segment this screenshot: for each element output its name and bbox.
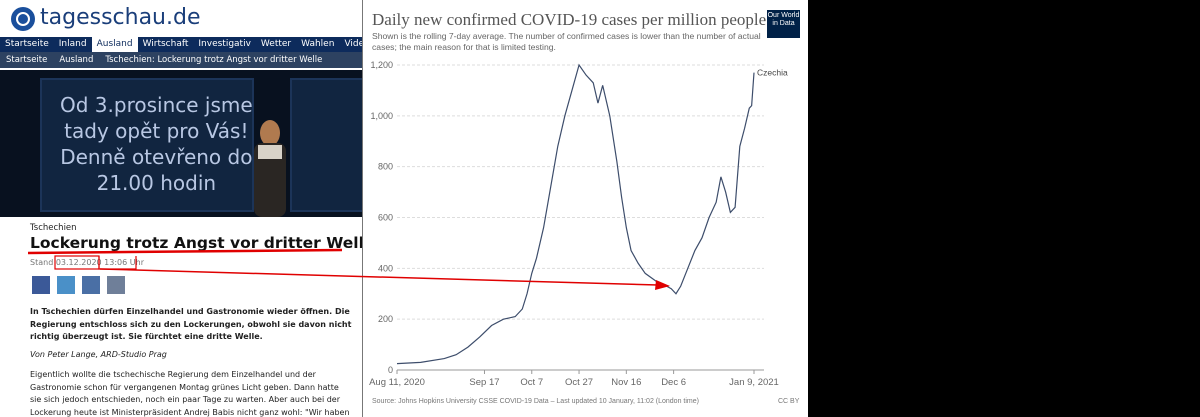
image-text-line: 21.00 hodin bbox=[96, 171, 217, 195]
news-page: tagesschau.de Startseite Inland Ausland … bbox=[0, 0, 363, 417]
print-button[interactable] bbox=[107, 276, 125, 294]
chart: 0 200 400 600 800 1,000 1,200 Aug 11, 2020 Sep 1… bbox=[369, 60, 788, 388]
line-series bbox=[396, 63, 755, 365]
x-tick-label: Aug 11, 2020 bbox=[369, 377, 425, 388]
chart-panel: Daily new confirmed COVID-19 cases per m… bbox=[363, 0, 808, 417]
license: CC BY bbox=[778, 398, 800, 405]
article-image: Od 3.prosince jsme tady opět pro Vás! De… bbox=[0, 70, 362, 217]
stand-label: Stand bbox=[30, 258, 54, 267]
x-tick-label: Oct 7 bbox=[520, 377, 543, 388]
nav-item[interactable]: Wahlen bbox=[301, 39, 335, 49]
y-tick-label: 200 bbox=[378, 314, 393, 324]
x-tick-label: Jan 9, 2021 bbox=[729, 377, 779, 388]
breadcrumb-item[interactable]: Startseite bbox=[6, 55, 48, 65]
nav-item[interactable]: Investigativ bbox=[198, 39, 251, 49]
owid-logo: Our World in Data bbox=[767, 10, 800, 38]
nav-item[interactable]: Wirtschaft bbox=[142, 39, 189, 49]
nav-item[interactable]: Inland bbox=[58, 39, 87, 49]
y-tick-label: 0 bbox=[388, 365, 393, 375]
date: 03.12.2020 bbox=[55, 258, 102, 267]
nav-item[interactable]: Videos bbox=[344, 39, 362, 49]
source: Source: Johns Hopkins University CSSE CO… bbox=[372, 398, 699, 405]
shop-window bbox=[290, 78, 362, 212]
site-logo[interactable]: tagesschau.de bbox=[40, 5, 201, 30]
x-tick-label: Sep 17 bbox=[469, 377, 499, 388]
chart-title: Daily new confirmed COVID-19 cases per m… bbox=[372, 10, 767, 29]
stand: Stand 03.12.2020 13:06 Uhr bbox=[30, 258, 144, 267]
y-tick-label: 400 bbox=[378, 263, 393, 273]
shop-window bbox=[40, 78, 254, 212]
mail-button[interactable] bbox=[82, 276, 100, 294]
headline: Lockerung trotz Angst vor dritter Welle bbox=[30, 234, 363, 252]
logo-icon bbox=[11, 7, 35, 31]
facebook-button[interactable] bbox=[32, 276, 50, 294]
y-tick-label: 1,200 bbox=[370, 60, 393, 70]
breadcrumb: Startseite Ausland Tschechien: Lockerung… bbox=[0, 52, 362, 68]
nav-item[interactable]: Wetter bbox=[260, 39, 292, 49]
x-tick-label: Nov 16 bbox=[611, 377, 641, 388]
time: 13:06 Uhr bbox=[104, 258, 144, 267]
image-text-line: tady opět pro Vás! bbox=[64, 119, 249, 143]
breadcrumb-item[interactable]: Tschechien: Lockerung trotz Angst vor dr… bbox=[105, 55, 323, 65]
y-tick-label: 1,000 bbox=[370, 111, 393, 121]
lead: In Tschechien dürfen Einzelhandel und Ga… bbox=[30, 307, 352, 341]
series-label: Czechia bbox=[757, 68, 788, 78]
body: Eigentlich wollte die tschechische Regie… bbox=[30, 370, 350, 417]
kicker: Tschechien bbox=[30, 223, 77, 233]
breadcrumb-item[interactable]: Ausland bbox=[59, 55, 94, 65]
image-text-line: Denně otevřeno do bbox=[60, 145, 253, 169]
person bbox=[254, 120, 286, 217]
author: Von Peter Lange, ARD-Studio Prag bbox=[30, 350, 167, 359]
nav-bar: Startseite Inland Ausland Wirtschaft Inv… bbox=[0, 37, 362, 52]
image-text-line: Od 3.prosince jsme bbox=[60, 93, 253, 117]
nav-item[interactable]: Startseite bbox=[5, 39, 49, 49]
chart-subtitle: Shown is the rolling 7-day average. The … bbox=[372, 31, 761, 52]
nav-item[interactable]: Ausland bbox=[91, 37, 138, 52]
x-tick-label: Dec 6 bbox=[661, 377, 686, 388]
y-tick-label: 800 bbox=[378, 162, 393, 172]
image-text: Od 3.prosince jsme tady opět pro Vás! De… bbox=[60, 92, 253, 196]
twitter-button[interactable] bbox=[57, 276, 75, 294]
y-tick-label: 600 bbox=[378, 213, 393, 223]
x-tick-label: Oct 27 bbox=[565, 377, 593, 388]
share-icons bbox=[32, 276, 125, 294]
